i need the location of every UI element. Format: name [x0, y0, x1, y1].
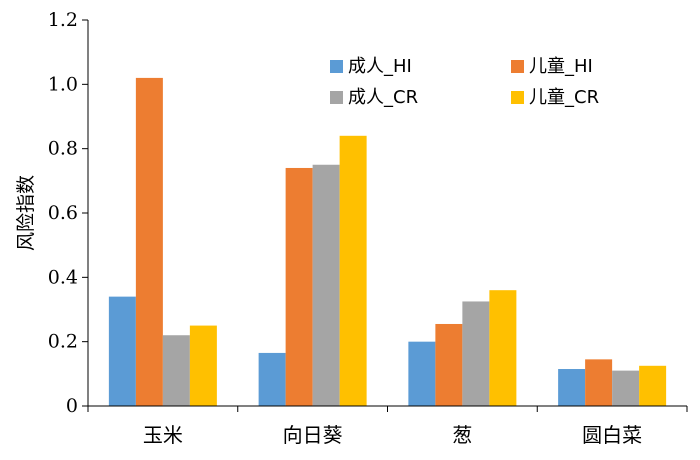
legend: 成人_HI 儿童_HI 成人_CR 儿童_CR — [330, 56, 599, 108]
x-category-label: 葱 — [452, 423, 472, 447]
legend-swatch-4 — [511, 91, 524, 104]
y-tick-label: 1.2 — [48, 9, 78, 31]
y-tick-label: 1.0 — [48, 73, 78, 95]
bar-3-series-1 — [408, 341, 436, 406]
y-tick-label: 0.2 — [48, 331, 78, 353]
y-tick-label: 0.6 — [48, 202, 78, 224]
bar-1-series-3 — [162, 335, 190, 406]
y-ticks: 0 0.2 0.4 0.6 0.8 1.0 1.2 — [48, 9, 88, 417]
legend-swatch-2 — [511, 60, 524, 73]
bar-4-series-1 — [558, 369, 586, 406]
x-category-label: 玉米 — [143, 423, 183, 447]
x-category-label: 圆白菜 — [582, 423, 642, 447]
bar-3-series-2 — [435, 323, 463, 406]
bar-2-series-4 — [339, 135, 367, 407]
y-axis-title: 风险指数 — [15, 175, 37, 251]
y-tick-label: 0 — [66, 395, 78, 417]
legend-label-4: 儿童_CR — [529, 87, 599, 108]
bar-4-series-4 — [639, 365, 667, 406]
legend-swatch-1 — [330, 60, 343, 73]
bar-1-series-1 — [108, 296, 136, 406]
legend-swatch-3 — [330, 91, 343, 104]
bar-1-series-2 — [135, 77, 163, 407]
bar-4-series-3 — [612, 370, 640, 406]
bar-3-series-3 — [462, 301, 490, 406]
bars-layer — [108, 77, 667, 407]
legend-label-3: 成人_CR — [348, 87, 418, 108]
x-categories: 玉米 向日葵 葱 圆白菜 — [87, 406, 688, 447]
legend-label-2: 儿童_HI — [529, 56, 593, 77]
bar-3-series-4 — [489, 290, 517, 406]
bar-4-series-2 — [585, 359, 613, 406]
y-tick-label: 0.4 — [48, 266, 78, 288]
bar-2-series-2 — [285, 167, 313, 406]
x-category-label: 向日葵 — [283, 423, 343, 447]
y-tick-label: 0.8 — [48, 138, 78, 160]
bar-2-series-1 — [258, 352, 286, 406]
bar-1-series-4 — [189, 325, 217, 406]
bar-2-series-3 — [312, 164, 340, 406]
legend-label-1: 成人_HI — [348, 56, 412, 77]
